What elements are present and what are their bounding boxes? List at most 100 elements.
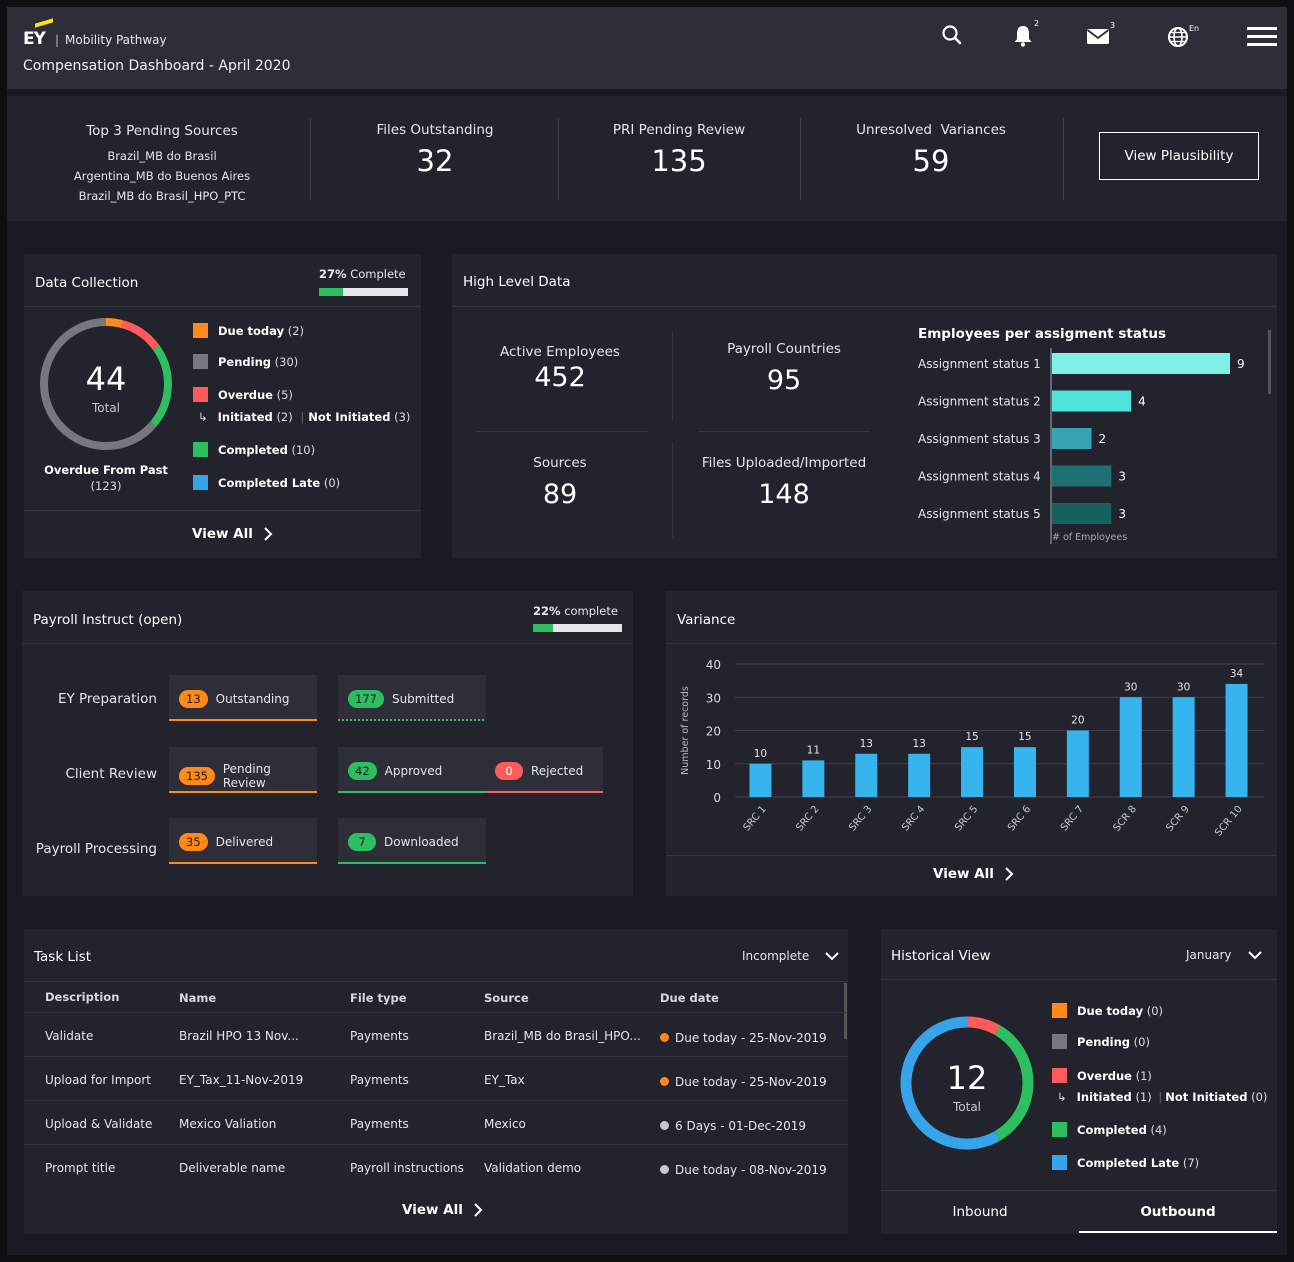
bar[interactable] bbox=[749, 763, 772, 797]
column-header[interactable]: Description bbox=[45, 990, 120, 1004]
scrollbar[interactable] bbox=[1268, 330, 1271, 394]
view-all-link[interactable]: View All bbox=[402, 1202, 483, 1218]
cell-name: EY_Tax_11-Nov-2019 bbox=[179, 1073, 304, 1087]
hamburger-menu-icon[interactable] bbox=[1246, 21, 1277, 51]
globe-icon[interactable] bbox=[1163, 21, 1193, 51]
x-tick-label: SCR 10 bbox=[1213, 804, 1245, 839]
panel-title: High Level Data bbox=[463, 274, 571, 290]
legend-count: (0) bbox=[1251, 1090, 1268, 1104]
value-label: 15 bbox=[965, 731, 978, 743]
scrollbar[interactable] bbox=[844, 983, 847, 1039]
legend-count: (1) bbox=[1135, 1069, 1152, 1083]
files-uploaded-value: 148 bbox=[758, 479, 810, 510]
column-header[interactable]: Source bbox=[484, 991, 529, 1005]
bar[interactable] bbox=[1052, 503, 1112, 524]
status-chip-downloaded[interactable]: 7 Downloaded bbox=[338, 818, 486, 864]
pending-source-item[interactable]: Brazil_MB do Brasil_HPO_PTC bbox=[78, 189, 246, 203]
donut-segment-due-today[interactable] bbox=[105, 318, 124, 329]
bar[interactable] bbox=[1172, 697, 1195, 797]
progress-bar bbox=[533, 624, 622, 632]
chip-underline bbox=[169, 719, 317, 721]
view-plausibility-button[interactable]: View Plausibility bbox=[1099, 132, 1259, 180]
legend-count: (3) bbox=[394, 410, 411, 424]
table-row[interactable]: Validate Brazil HPO 13 Nov... Payments B… bbox=[24, 1013, 844, 1057]
table-row[interactable]: Upload for Import EY_Tax_11-Nov-2019 Pay… bbox=[24, 1057, 844, 1101]
ey-logo[interactable]: EY bbox=[23, 29, 46, 49]
pending-source-item[interactable]: Brazil_MB do Brasil bbox=[107, 149, 217, 163]
status-chip-outstanding[interactable]: 13 Outstanding bbox=[169, 675, 317, 721]
app-header: EY | Mobility Pathway Compensation Dashbo… bbox=[7, 7, 1287, 89]
view-all-link[interactable]: View All bbox=[933, 866, 1014, 882]
column-header[interactable]: Name bbox=[179, 991, 217, 1005]
table-row[interactable]: Upload & Validate Mexico Valiation Payme… bbox=[24, 1101, 844, 1145]
bar[interactable] bbox=[1066, 730, 1089, 798]
legend-initiated: ↳ Initiated (1) | Not Initiated (0) bbox=[1057, 1090, 1267, 1104]
bar[interactable] bbox=[1225, 683, 1248, 797]
table-row[interactable]: Prompt title Deliverable name Payroll in… bbox=[24, 1145, 844, 1189]
status-chip-pending-review[interactable]: 135 Pending Review bbox=[169, 747, 317, 793]
chevron-down-icon bbox=[1247, 951, 1262, 960]
mail-icon[interactable] bbox=[1084, 21, 1114, 51]
legend-completed-late: Completed Late (7) bbox=[1052, 1155, 1199, 1170]
bar[interactable] bbox=[802, 760, 825, 797]
total-value: 44 bbox=[85, 360, 127, 398]
status-chip-delivered[interactable]: 35 Delivered bbox=[169, 818, 317, 864]
divider bbox=[666, 855, 1277, 856]
bar[interactable] bbox=[1013, 747, 1036, 797]
pending-source-item[interactable]: Argentina_MB do Buenos Aires bbox=[73, 169, 251, 183]
category-label: Assignment status 4 bbox=[918, 470, 1041, 484]
bar[interactable] bbox=[1119, 697, 1142, 797]
month-dropdown[interactable]: January bbox=[1186, 948, 1262, 962]
value-label: 30 bbox=[1124, 681, 1137, 693]
language-label[interactable]: En bbox=[1189, 24, 1200, 33]
legend-label: Overdue bbox=[218, 388, 273, 402]
due-text: Due today - 25-Nov-2019 bbox=[675, 1031, 827, 1045]
bar[interactable] bbox=[961, 747, 984, 797]
legend-completed: Completed (10) bbox=[193, 442, 315, 457]
top-pending-title: Top 3 Pending Sources bbox=[86, 123, 238, 139]
divider bbox=[476, 431, 648, 432]
notification-bell-icon[interactable] bbox=[1008, 21, 1038, 51]
bar[interactable] bbox=[855, 753, 878, 797]
legend-due-today: Due today (0) bbox=[1052, 1003, 1163, 1018]
historical-donut bbox=[900, 1016, 1034, 1150]
payroll-countries-value: 95 bbox=[766, 365, 802, 396]
bar[interactable] bbox=[908, 753, 931, 797]
donut-segment-completed-late[interactable] bbox=[900, 1016, 1001, 1150]
donut-segment-pending[interactable] bbox=[40, 318, 157, 450]
divider bbox=[24, 1056, 848, 1057]
bar[interactable] bbox=[1052, 390, 1132, 412]
divider bbox=[24, 1012, 848, 1013]
view-all-link[interactable]: View All bbox=[192, 526, 273, 542]
bar[interactable] bbox=[1052, 353, 1230, 374]
status-chip-rejected[interactable]: 0 Rejected bbox=[485, 747, 603, 793]
cell-due-date: Due today - 25-Nov-2019 bbox=[660, 1031, 827, 1045]
divider bbox=[672, 332, 673, 420]
legend-label: Initiated bbox=[217, 410, 273, 424]
divider bbox=[24, 306, 421, 307]
app-name-label: Mobility Pathway bbox=[65, 33, 167, 47]
column-header[interactable]: File type bbox=[350, 991, 407, 1005]
completed-swatch bbox=[1052, 1122, 1067, 1137]
tab-inbound[interactable]: Inbound bbox=[952, 1204, 1008, 1220]
search-icon[interactable] bbox=[937, 21, 967, 51]
tab-outbound[interactable]: Outbound bbox=[1140, 1204, 1216, 1220]
column-header[interactable]: Due date bbox=[660, 991, 719, 1005]
bar[interactable] bbox=[1052, 465, 1112, 487]
chip-content: 35 Delivered bbox=[179, 833, 273, 851]
count-badge: 177 bbox=[348, 690, 384, 708]
task-list-panel: Task List Incomplete Description Name Fi… bbox=[24, 929, 848, 1234]
donut-segment-overdue[interactable] bbox=[966, 1016, 1001, 1036]
overdue-swatch bbox=[193, 387, 208, 402]
donut-segment-completed[interactable] bbox=[994, 1025, 1034, 1141]
task-filter-dropdown[interactable]: Incomplete bbox=[742, 949, 839, 963]
progress-percent: 27% bbox=[319, 267, 347, 281]
value-label: 34 bbox=[1230, 668, 1244, 680]
donut-segment-completed[interactable] bbox=[150, 344, 172, 427]
donut-segment-overdue[interactable] bbox=[121, 320, 160, 350]
bar[interactable] bbox=[1052, 428, 1092, 449]
files-outstanding-label: Files Outstanding bbox=[376, 122, 494, 138]
chip-label: Approved bbox=[384, 764, 443, 778]
status-chip-submitted[interactable]: 177 Submitted bbox=[338, 675, 486, 721]
status-chip-approved[interactable]: 42 Approved bbox=[338, 747, 486, 793]
